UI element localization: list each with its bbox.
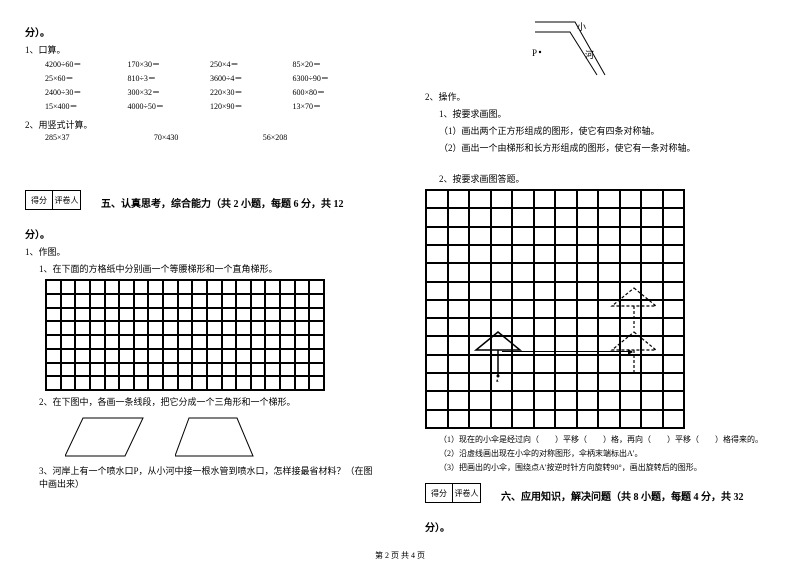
calc-cell: 70×430 bbox=[154, 133, 263, 142]
calc-cell: 4000÷50＝ bbox=[128, 100, 211, 114]
q5-1-2-text: 2、在下图中，各画一条线段，把它分成一个三角形和一个梯形。 bbox=[39, 395, 375, 408]
calc-cell: 250×4＝ bbox=[210, 58, 293, 72]
r-q2-label: 2、操作。 bbox=[425, 90, 775, 103]
r-q2-1-1-text: （1）画出两个正方形组成的图形，使它有四条对称轴。 bbox=[439, 124, 775, 137]
calc-cell: 2400÷30＝ bbox=[45, 86, 128, 100]
calc-table: 4200÷60＝ 170×30＝ 250×4＝ 85×20＝ 25×60＝ 81… bbox=[45, 58, 375, 114]
calc-cell: 85×20＝ bbox=[293, 58, 376, 72]
fill-3-text: （3）把画出的小伞，围绕点A′按逆时针方向旋转90°，画出旋转后的图形。 bbox=[439, 461, 775, 475]
grader-cell: 评卷人 bbox=[453, 483, 481, 503]
section-5-title: 五、认真思考，综合能力（共 2 小题，每题 6 分，共 12 bbox=[101, 195, 344, 210]
section-6-cont: 分）。 bbox=[425, 519, 775, 534]
q1-label: 1、口算。 bbox=[25, 43, 375, 56]
page-footer: 第 2 页 共 4 页 bbox=[0, 550, 800, 561]
grader-cell: 评卷人 bbox=[53, 190, 81, 210]
calc-row: 285×37 70×430 56×208 bbox=[45, 133, 375, 142]
r-q2-2-label: 2、按要求画图答题。 bbox=[439, 172, 775, 185]
fill-1-text: （1）现在的小伞是经过向（ ）平移（ ）格，再向（ ）平移（ ）格得来的。 bbox=[439, 433, 775, 447]
calc-cell: 4200÷60＝ bbox=[45, 58, 128, 72]
calc-cell: 120×90＝ bbox=[210, 100, 293, 114]
calc-cell: 810÷3＝ bbox=[128, 72, 211, 86]
q5-1-3-text: 3、河岸上有一个喷水口P，从小河中接一根水管到喷水口，怎样接最省材料？（在图中画… bbox=[39, 464, 375, 490]
calc-cell: 13×70＝ bbox=[293, 100, 376, 114]
umbrella-dashed bbox=[606, 282, 662, 384]
q5-1-1-text: 1、在下面的方格纸中分别画一个等腰梯形和一个直角梯形。 bbox=[39, 262, 375, 275]
calc-cell: 15×400＝ bbox=[45, 100, 128, 114]
q2-label: 2、用竖式计算。 bbox=[25, 118, 375, 131]
calc-cell: 3600÷4＝ bbox=[210, 72, 293, 86]
parallelogram-shape bbox=[65, 416, 135, 456]
section-header: 分）。 bbox=[25, 24, 375, 39]
svg-text:A: A bbox=[494, 378, 501, 382]
score-box: 得分 评卷人 五、认真思考，综合能力（共 2 小题，每题 6 分，共 12 bbox=[25, 190, 375, 210]
score-cell: 得分 bbox=[25, 190, 53, 210]
r-q2-1-2-text: （2）画出一个由梯形和长方形组成的图形，使它有一条对称轴。 bbox=[439, 141, 775, 154]
section-6-title: 六、应用知识，解决问题（共 8 小题，每题 4 分，共 32 bbox=[501, 488, 744, 503]
section-5-cont: 分）。 bbox=[25, 226, 375, 241]
calc-cell: 300×32＝ bbox=[128, 86, 211, 100]
q5-1-label: 1、作图。 bbox=[25, 245, 375, 258]
label-p: P bbox=[532, 48, 537, 58]
calc-cell: 170×30＝ bbox=[128, 58, 211, 72]
grid-paper-2: A bbox=[425, 189, 685, 429]
r-q2-1-label: 1、按要求画图。 bbox=[439, 107, 775, 120]
shapes-row bbox=[65, 416, 375, 456]
calc-cell: 25×60＝ bbox=[45, 72, 128, 86]
label-xiao: 小 bbox=[577, 22, 586, 32]
calc-cell: 285×37 bbox=[45, 133, 154, 142]
score-cell: 得分 bbox=[425, 483, 453, 503]
calc-cell: 220×30＝ bbox=[210, 86, 293, 100]
label-he: 河 bbox=[585, 49, 594, 60]
umbrella-shape: A bbox=[470, 326, 526, 384]
trapezoid-shape bbox=[175, 416, 245, 456]
grid-paper-1 bbox=[45, 279, 325, 391]
score-box-2: 得分 评卷人 六、应用知识，解决问题（共 8 小题，每题 4 分，共 32 bbox=[425, 483, 775, 503]
river-diagram: 小 河 P bbox=[485, 20, 775, 82]
calc-cell: 600×80＝ bbox=[293, 86, 376, 100]
calc-cell: 6300÷90＝ bbox=[293, 72, 376, 86]
fill-2-text: （2）沿虚线画出现在小伞的对称图形，伞柄末端标出A′。 bbox=[439, 447, 775, 461]
calc-cell: 56×208 bbox=[263, 133, 372, 142]
